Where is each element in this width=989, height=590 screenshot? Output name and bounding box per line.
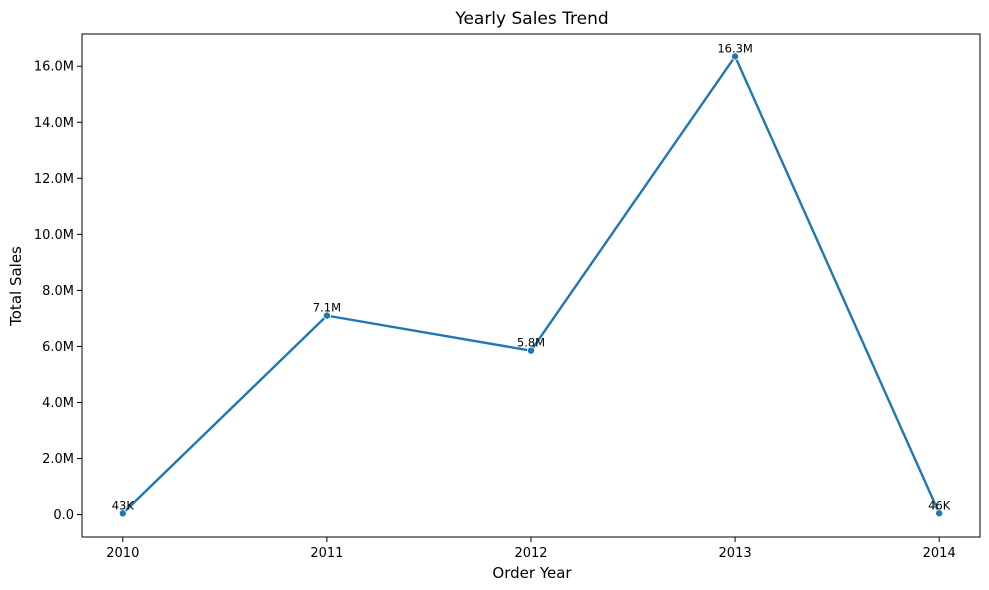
data-label: 5.8M [517,336,545,350]
x-tick-label: 2011 [310,546,343,561]
x-tick-label: 2010 [106,546,139,561]
data-point [731,52,740,61]
y-tick-label: 0.0 [53,508,74,523]
x-axis-label: Order Year [492,564,572,582]
y-tick-label: 2.0M [42,452,74,467]
y-axis-label: Total Sales [7,246,25,327]
plot-area: 0.0 2.0M 4.0M 6.0M 8.0M 10.0M 12.0M 14.0M 16.0M 2… [34,33,981,561]
data-label: 46K [928,498,951,512]
data-point [322,311,331,320]
series-line [121,55,941,515]
y-tick-label: 6.0M [42,340,74,355]
axes-frame [81,33,981,538]
data-point [118,509,127,518]
x-tick-label: 2013 [719,546,752,561]
y-tick-label: 8.0M [42,284,74,299]
data-point [935,509,944,518]
y-tick-label: 16.0M [34,60,74,75]
data-label: 43K [112,498,135,512]
data-point [527,346,536,355]
data-label: 7.1M [313,301,341,315]
x-tick-label: 2014 [923,546,956,561]
y-tick-label: 10.0M [34,228,74,243]
y-tick-label: 14.0M [34,116,74,131]
y-tick-label: 12.0M [34,172,74,187]
data-label: 16.3M [717,41,753,55]
x-tick-label: 2012 [514,546,547,561]
y-tick-label: 4.0M [42,396,74,411]
chart-title: Yearly Sales Trend [454,9,608,29]
